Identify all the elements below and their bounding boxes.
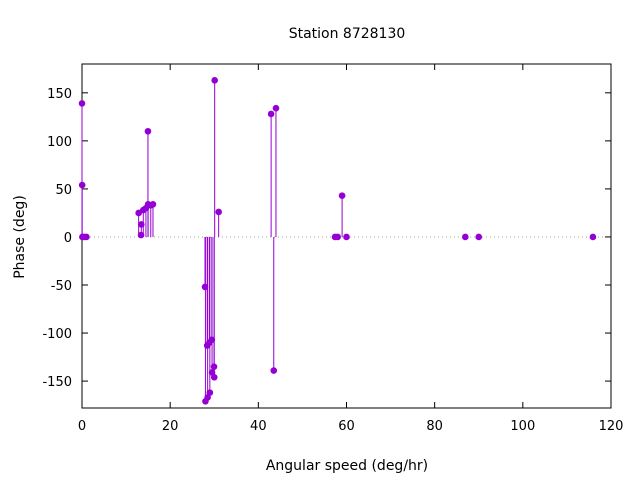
x-axis-label: Angular speed (deg/hr) xyxy=(266,458,428,474)
x-tick-label: 0 xyxy=(78,419,86,434)
x-tick-label: 20 xyxy=(162,419,179,434)
data-point xyxy=(270,367,278,374)
x-tick-label: 80 xyxy=(426,419,443,434)
data-point xyxy=(334,233,341,241)
data-point xyxy=(83,233,90,241)
y-tick-label: -150 xyxy=(42,375,72,390)
data-point xyxy=(206,389,214,396)
chart-title: Station 8728130 xyxy=(289,26,406,42)
y-tick-label: 100 xyxy=(47,135,72,150)
data-point xyxy=(267,110,275,118)
y-axis-label: Phase (deg) xyxy=(12,195,28,279)
data-point xyxy=(144,127,152,135)
y-tick-label: -50 xyxy=(51,279,72,294)
y-tick-label: 150 xyxy=(47,87,72,102)
data-point xyxy=(211,77,218,84)
data-point xyxy=(215,208,222,216)
data-point xyxy=(149,200,157,208)
plot-area: 0 20 40 60 80 100 120 -150 -100 -50 0 50 100 150 xyxy=(42,63,624,434)
data-point xyxy=(78,100,86,107)
data-point xyxy=(343,233,350,241)
data-point xyxy=(210,373,218,381)
x-tick-label: 120 xyxy=(599,419,624,434)
x-tick-label: 60 xyxy=(338,419,355,434)
data-point xyxy=(462,233,469,241)
x-tick-label: 40 xyxy=(250,419,267,434)
x-tick-label: 100 xyxy=(510,419,535,434)
y-tick-label: 50 xyxy=(55,183,72,198)
data-point xyxy=(589,233,597,241)
data-point xyxy=(475,233,483,241)
y-tick-label: 0 xyxy=(64,231,72,246)
data-point xyxy=(338,192,346,199)
y-tick-label: -100 xyxy=(42,327,72,342)
data-point xyxy=(272,104,280,112)
data-point xyxy=(78,181,86,189)
